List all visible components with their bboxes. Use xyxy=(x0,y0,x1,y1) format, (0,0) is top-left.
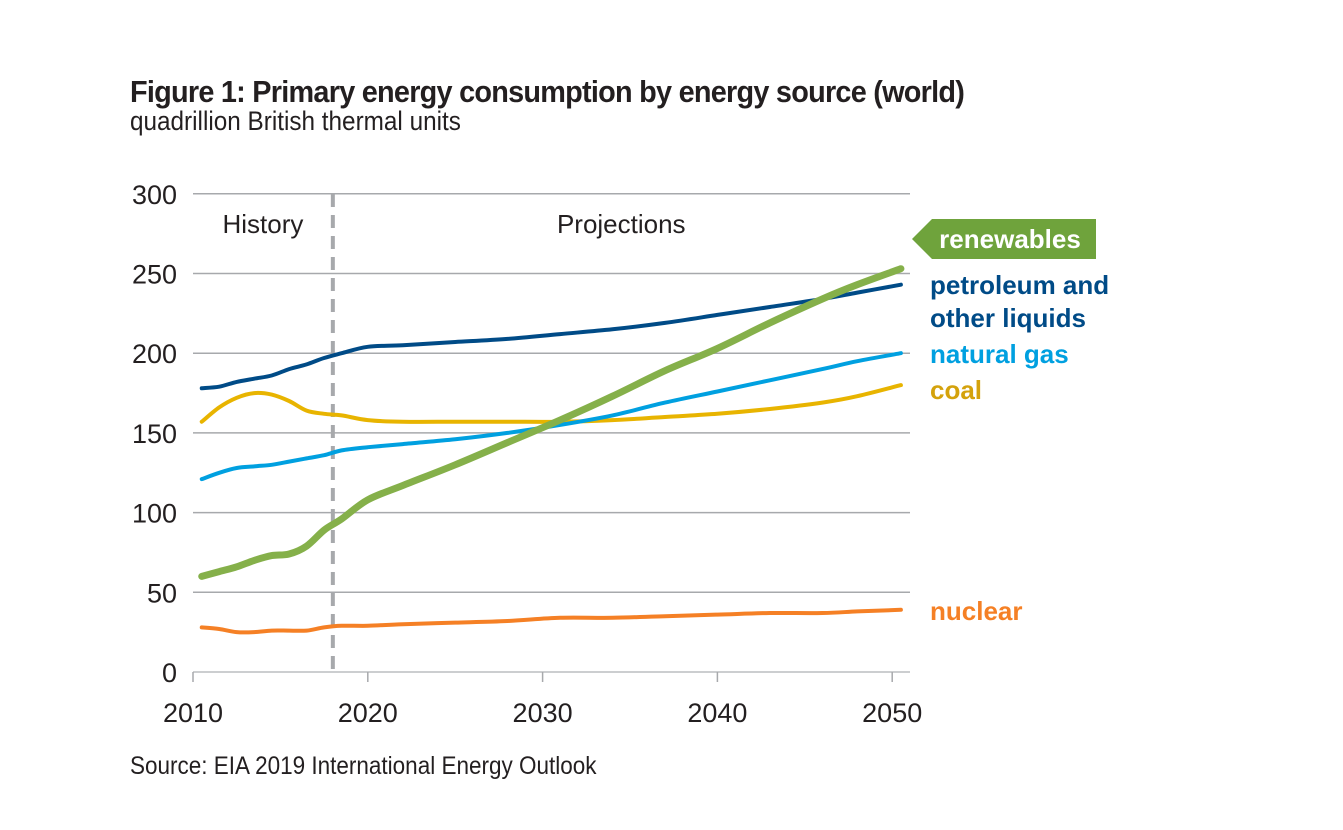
y-tick-label: 100 xyxy=(132,499,177,529)
region-labels: History Projections xyxy=(222,209,685,239)
series-lines xyxy=(198,265,905,635)
series-label-natural-gas: natural gas xyxy=(930,339,1069,369)
series-label-coal: coal xyxy=(930,375,982,405)
y-tick-label: 250 xyxy=(132,260,177,290)
chart-source: Source: EIA 2019 International Energy Ou… xyxy=(130,752,597,780)
series-label-petroleum-and-other-liquids: other liquids xyxy=(930,303,1086,333)
region-label-history: History xyxy=(222,209,303,239)
series-line-renewables xyxy=(198,265,905,580)
label-tag-shape xyxy=(912,219,1096,259)
series-label-renewables: renewables xyxy=(939,224,1081,254)
gridlines xyxy=(193,193,910,673)
x-tick-label: 2030 xyxy=(513,698,573,728)
y-tick-label: 300 xyxy=(132,180,177,210)
chart-subtitle: quadrillion British thermal units xyxy=(130,106,461,136)
x-tick-label: 2040 xyxy=(687,698,747,728)
series-line-petroleum-and-other-liquids xyxy=(199,282,903,391)
x-tick-label: 2050 xyxy=(862,698,922,728)
series-label-tag-renewables: renewables xyxy=(912,219,1096,259)
axes: 0 50 100 150 200 250 300 2010 2020 2030 2040 2050 xyxy=(132,180,922,728)
series-line-coal xyxy=(199,383,903,424)
series-line-natural-gas xyxy=(199,351,903,482)
y-tick-label: 200 xyxy=(132,339,177,369)
y-tick-label: 50 xyxy=(147,578,177,608)
region-label-projections: Projections xyxy=(557,209,686,239)
chart-title: Figure 1: Primary energy consumption by … xyxy=(130,74,965,109)
x-tick-label: 2010 xyxy=(163,698,223,728)
y-tick-label: 150 xyxy=(132,419,177,449)
series-label-petroleum-and-other-liquids: petroleum and xyxy=(930,270,1109,300)
series-line-nuclear xyxy=(199,607,903,635)
y-tick-label: 0 xyxy=(162,658,177,688)
x-tick-label: 2020 xyxy=(338,698,398,728)
series-label-nuclear: nuclear xyxy=(930,596,1023,626)
